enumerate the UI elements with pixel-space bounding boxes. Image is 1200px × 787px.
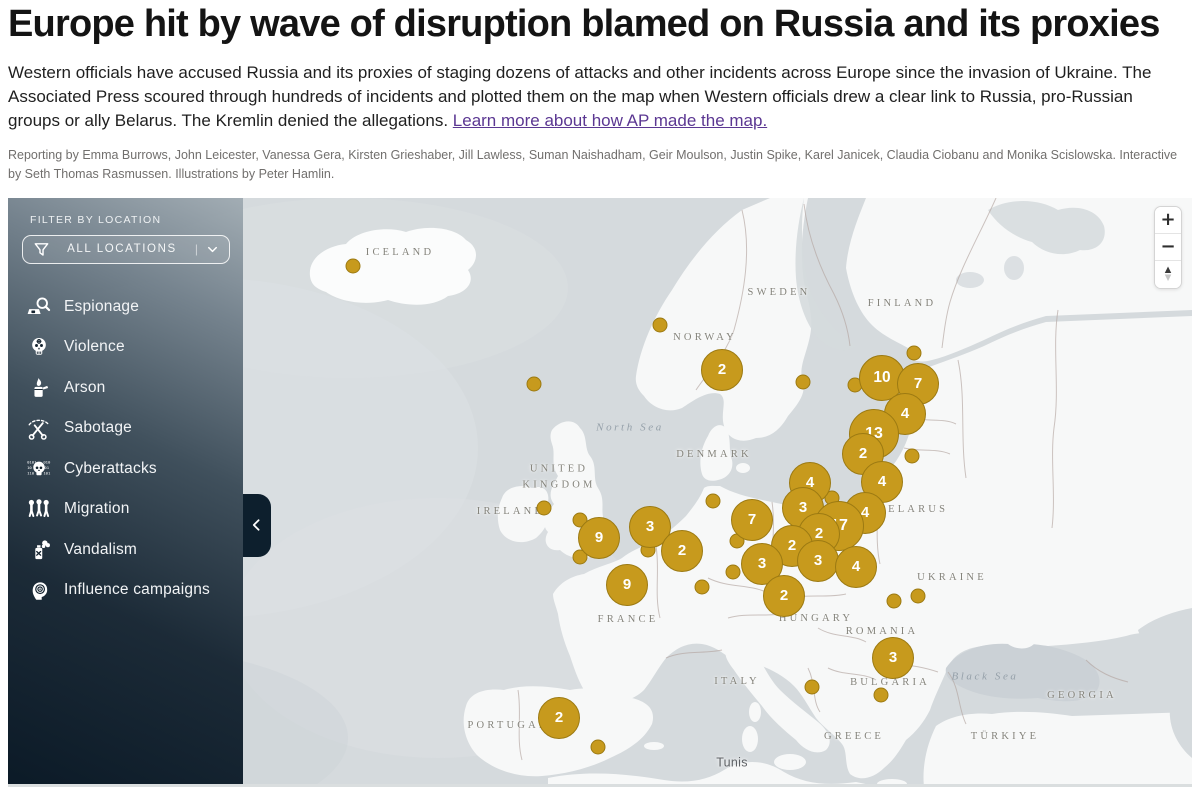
filter-funnel-icon (32, 240, 51, 259)
map-label-sweden: SWEDEN (747, 286, 811, 298)
legend-item-violence[interactable]: Violence (22, 327, 231, 368)
incident-cluster-marker[interactable]: 2 (701, 348, 743, 391)
legend-label: Influence campaigns (64, 581, 210, 599)
incident-cluster-marker[interactable]: 3 (872, 636, 914, 679)
map-label-north-sea: North Sea (596, 421, 664, 434)
svg-text:10: 10 (27, 465, 32, 470)
incident-cluster-marker[interactable]: 3 (797, 539, 839, 582)
map-label-romania: ROMANIA (845, 625, 919, 637)
incident-marker[interactable] (795, 374, 811, 390)
map-container: ICELAND NORWAY SWEDEN FINLAND North Sea DENMA… (8, 197, 1192, 787)
byline: Reporting by Emma Burrows, John Leiceste… (8, 147, 1178, 182)
incident-cluster-marker[interactable]: 4 (884, 392, 926, 435)
legend-label: Espionage (64, 297, 140, 315)
incident-marker[interactable] (345, 258, 361, 274)
map-label-ireland: IRELAND (476, 505, 546, 517)
incident-marker[interactable] (904, 448, 920, 464)
incident-marker[interactable] (804, 679, 820, 695)
incident-marker[interactable] (725, 564, 741, 580)
svg-text:0101: 0101 (27, 459, 37, 464)
legend-item-migration[interactable]: Migration (22, 489, 231, 530)
zoom-out-button[interactable]: − (1155, 233, 1181, 261)
influence-head-icon (22, 577, 56, 603)
legend-label: Migration (64, 500, 130, 518)
incident-marker[interactable] (705, 493, 721, 509)
triangle-up-icon: ▲ (1164, 265, 1172, 276)
svg-text:01: 01 (44, 465, 49, 470)
cyberattack-skull-icon: 0101 10 110 010 01 101 (22, 456, 56, 482)
incident-cluster-marker[interactable]: 2 (763, 574, 805, 617)
legend-label: Cyberattacks (64, 459, 157, 477)
map-label-italy: ITALY (714, 675, 760, 687)
map-label-norway: NORWAY (673, 331, 737, 343)
violence-skull-icon (22, 334, 56, 360)
methodology-link[interactable]: Learn more about how AP made the map. (452, 111, 768, 131)
intro-paragraph: Western officials have accused Russia an… (8, 61, 1186, 134)
triangle-down-icon: ▼ (1164, 272, 1172, 283)
legend-label: Violence (64, 338, 125, 356)
svg-text:101: 101 (43, 470, 51, 475)
arson-lighter-icon (22, 375, 56, 401)
espionage-icon (22, 294, 56, 320)
legend-label: Arson (64, 378, 106, 396)
incident-cluster-marker[interactable]: 9 (606, 563, 648, 606)
sidebar-collapse-button[interactable] (243, 493, 271, 557)
map-label-t-rkiye: TÜRKIYE (970, 730, 1040, 742)
map-label-france: FRANCE (597, 613, 659, 625)
legend-item-sabotage[interactable]: Sabotage (22, 408, 231, 449)
map-label-iceland: ICELAND (365, 246, 435, 258)
map-zoom-control: + − ▲ ▼ (1154, 205, 1182, 289)
legend-label: Sabotage (64, 419, 132, 437)
pitch-reset-button[interactable]: ▲ ▼ (1155, 260, 1181, 288)
chevron-down-icon (205, 242, 220, 257)
incident-marker[interactable] (873, 687, 889, 703)
map-label-denmark: DENMARK (676, 448, 752, 460)
vandalism-spraycan-icon (22, 537, 56, 563)
incident-marker[interactable] (652, 317, 668, 333)
legend-item-arson[interactable]: Arson (22, 368, 231, 409)
legend-item-influence-campaigns[interactable]: Influence campaigns (22, 570, 231, 611)
migration-people-icon (22, 496, 56, 522)
category-legend: Espionage (22, 287, 231, 611)
filter-by-location-label: FILTER BY LOCATION (30, 213, 162, 226)
legend-item-cyberattacks[interactable]: 0101 10 110 010 01 101 (22, 449, 231, 490)
incident-marker[interactable] (906, 345, 922, 361)
location-dropdown-value: ALL LOCATIONS (67, 243, 177, 256)
dropdown-separator: | (194, 242, 198, 257)
filter-sidebar: FILTER BY LOCATION ALL LOCATIONS | (8, 197, 243, 784)
incident-marker[interactable] (886, 593, 902, 609)
sabotage-scissors-icon (22, 415, 56, 441)
incident-cluster-marker[interactable]: 4 (835, 545, 877, 588)
map-label-greece: GREECE (823, 730, 885, 742)
zoom-in-button[interactable]: + (1155, 206, 1181, 234)
map-label-georgia: GEORGIA (1047, 689, 1117, 701)
incident-cluster-marker[interactable]: 2 (661, 529, 703, 572)
chevron-left-icon (249, 517, 265, 533)
map-label-united-kingdom: UNITED KINGDOM (522, 463, 596, 491)
incident-marker[interactable] (526, 376, 542, 392)
incident-cluster-marker[interactable]: 9 (578, 516, 620, 559)
incident-marker[interactable] (590, 739, 606, 755)
legend-item-espionage[interactable]: Espionage (22, 287, 231, 328)
svg-text:110: 110 (27, 470, 35, 475)
map-label-tunis: Tunis (716, 754, 748, 769)
incident-marker[interactable] (694, 579, 710, 595)
legend-item-vandalism[interactable]: Vandalism (22, 530, 231, 571)
incident-cluster-marker[interactable]: 7 (731, 498, 773, 541)
incident-marker[interactable] (910, 588, 926, 604)
page-title: Europe hit by wave of disruption blamed … (8, 3, 1160, 45)
location-dropdown[interactable]: ALL LOCATIONS | (22, 234, 230, 264)
incident-marker[interactable] (536, 500, 552, 516)
map-label-finland: FINLAND (867, 297, 937, 309)
map-label-ukraine: UKRAINE (917, 571, 987, 583)
incident-cluster-marker[interactable]: 2 (538, 696, 580, 739)
map-label-portugal: PORTUGAL (467, 719, 549, 731)
intro-text: Western officials have accused Russia an… (8, 62, 1152, 131)
map-label-belarus: BELARUS (877, 503, 949, 515)
legend-label: Vandalism (64, 540, 138, 558)
map-label-black-sea: Black Sea (951, 670, 1019, 683)
svg-text:010: 010 (43, 459, 51, 464)
